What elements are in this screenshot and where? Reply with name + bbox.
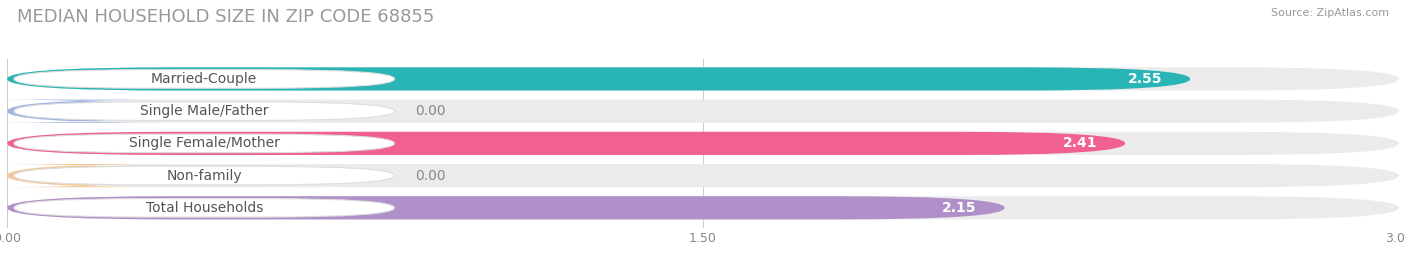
Text: Single Female/Mother: Single Female/Mother: [129, 136, 280, 150]
FancyBboxPatch shape: [7, 196, 1004, 219]
FancyBboxPatch shape: [14, 70, 395, 88]
Text: 0.00: 0.00: [415, 169, 446, 183]
FancyBboxPatch shape: [7, 99, 1399, 123]
Text: 2.55: 2.55: [1128, 72, 1163, 86]
Text: Source: ZipAtlas.com: Source: ZipAtlas.com: [1271, 8, 1389, 18]
Text: 0.00: 0.00: [415, 104, 446, 118]
Text: 2.15: 2.15: [942, 201, 977, 215]
FancyBboxPatch shape: [0, 164, 174, 187]
FancyBboxPatch shape: [7, 67, 1189, 91]
FancyBboxPatch shape: [14, 134, 395, 153]
FancyBboxPatch shape: [7, 196, 1399, 219]
FancyBboxPatch shape: [7, 67, 1399, 91]
Text: MEDIAN HOUSEHOLD SIZE IN ZIP CODE 68855: MEDIAN HOUSEHOLD SIZE IN ZIP CODE 68855: [17, 8, 434, 26]
Text: Single Male/Father: Single Male/Father: [141, 104, 269, 118]
FancyBboxPatch shape: [14, 102, 395, 120]
Text: 2.41: 2.41: [1063, 136, 1098, 150]
Text: Married-Couple: Married-Couple: [150, 72, 257, 86]
Text: Non-family: Non-family: [166, 169, 242, 183]
FancyBboxPatch shape: [0, 99, 174, 123]
FancyBboxPatch shape: [7, 132, 1125, 155]
FancyBboxPatch shape: [14, 166, 395, 185]
FancyBboxPatch shape: [14, 199, 395, 217]
FancyBboxPatch shape: [7, 132, 1399, 155]
Text: Total Households: Total Households: [146, 201, 263, 215]
FancyBboxPatch shape: [7, 164, 1399, 187]
